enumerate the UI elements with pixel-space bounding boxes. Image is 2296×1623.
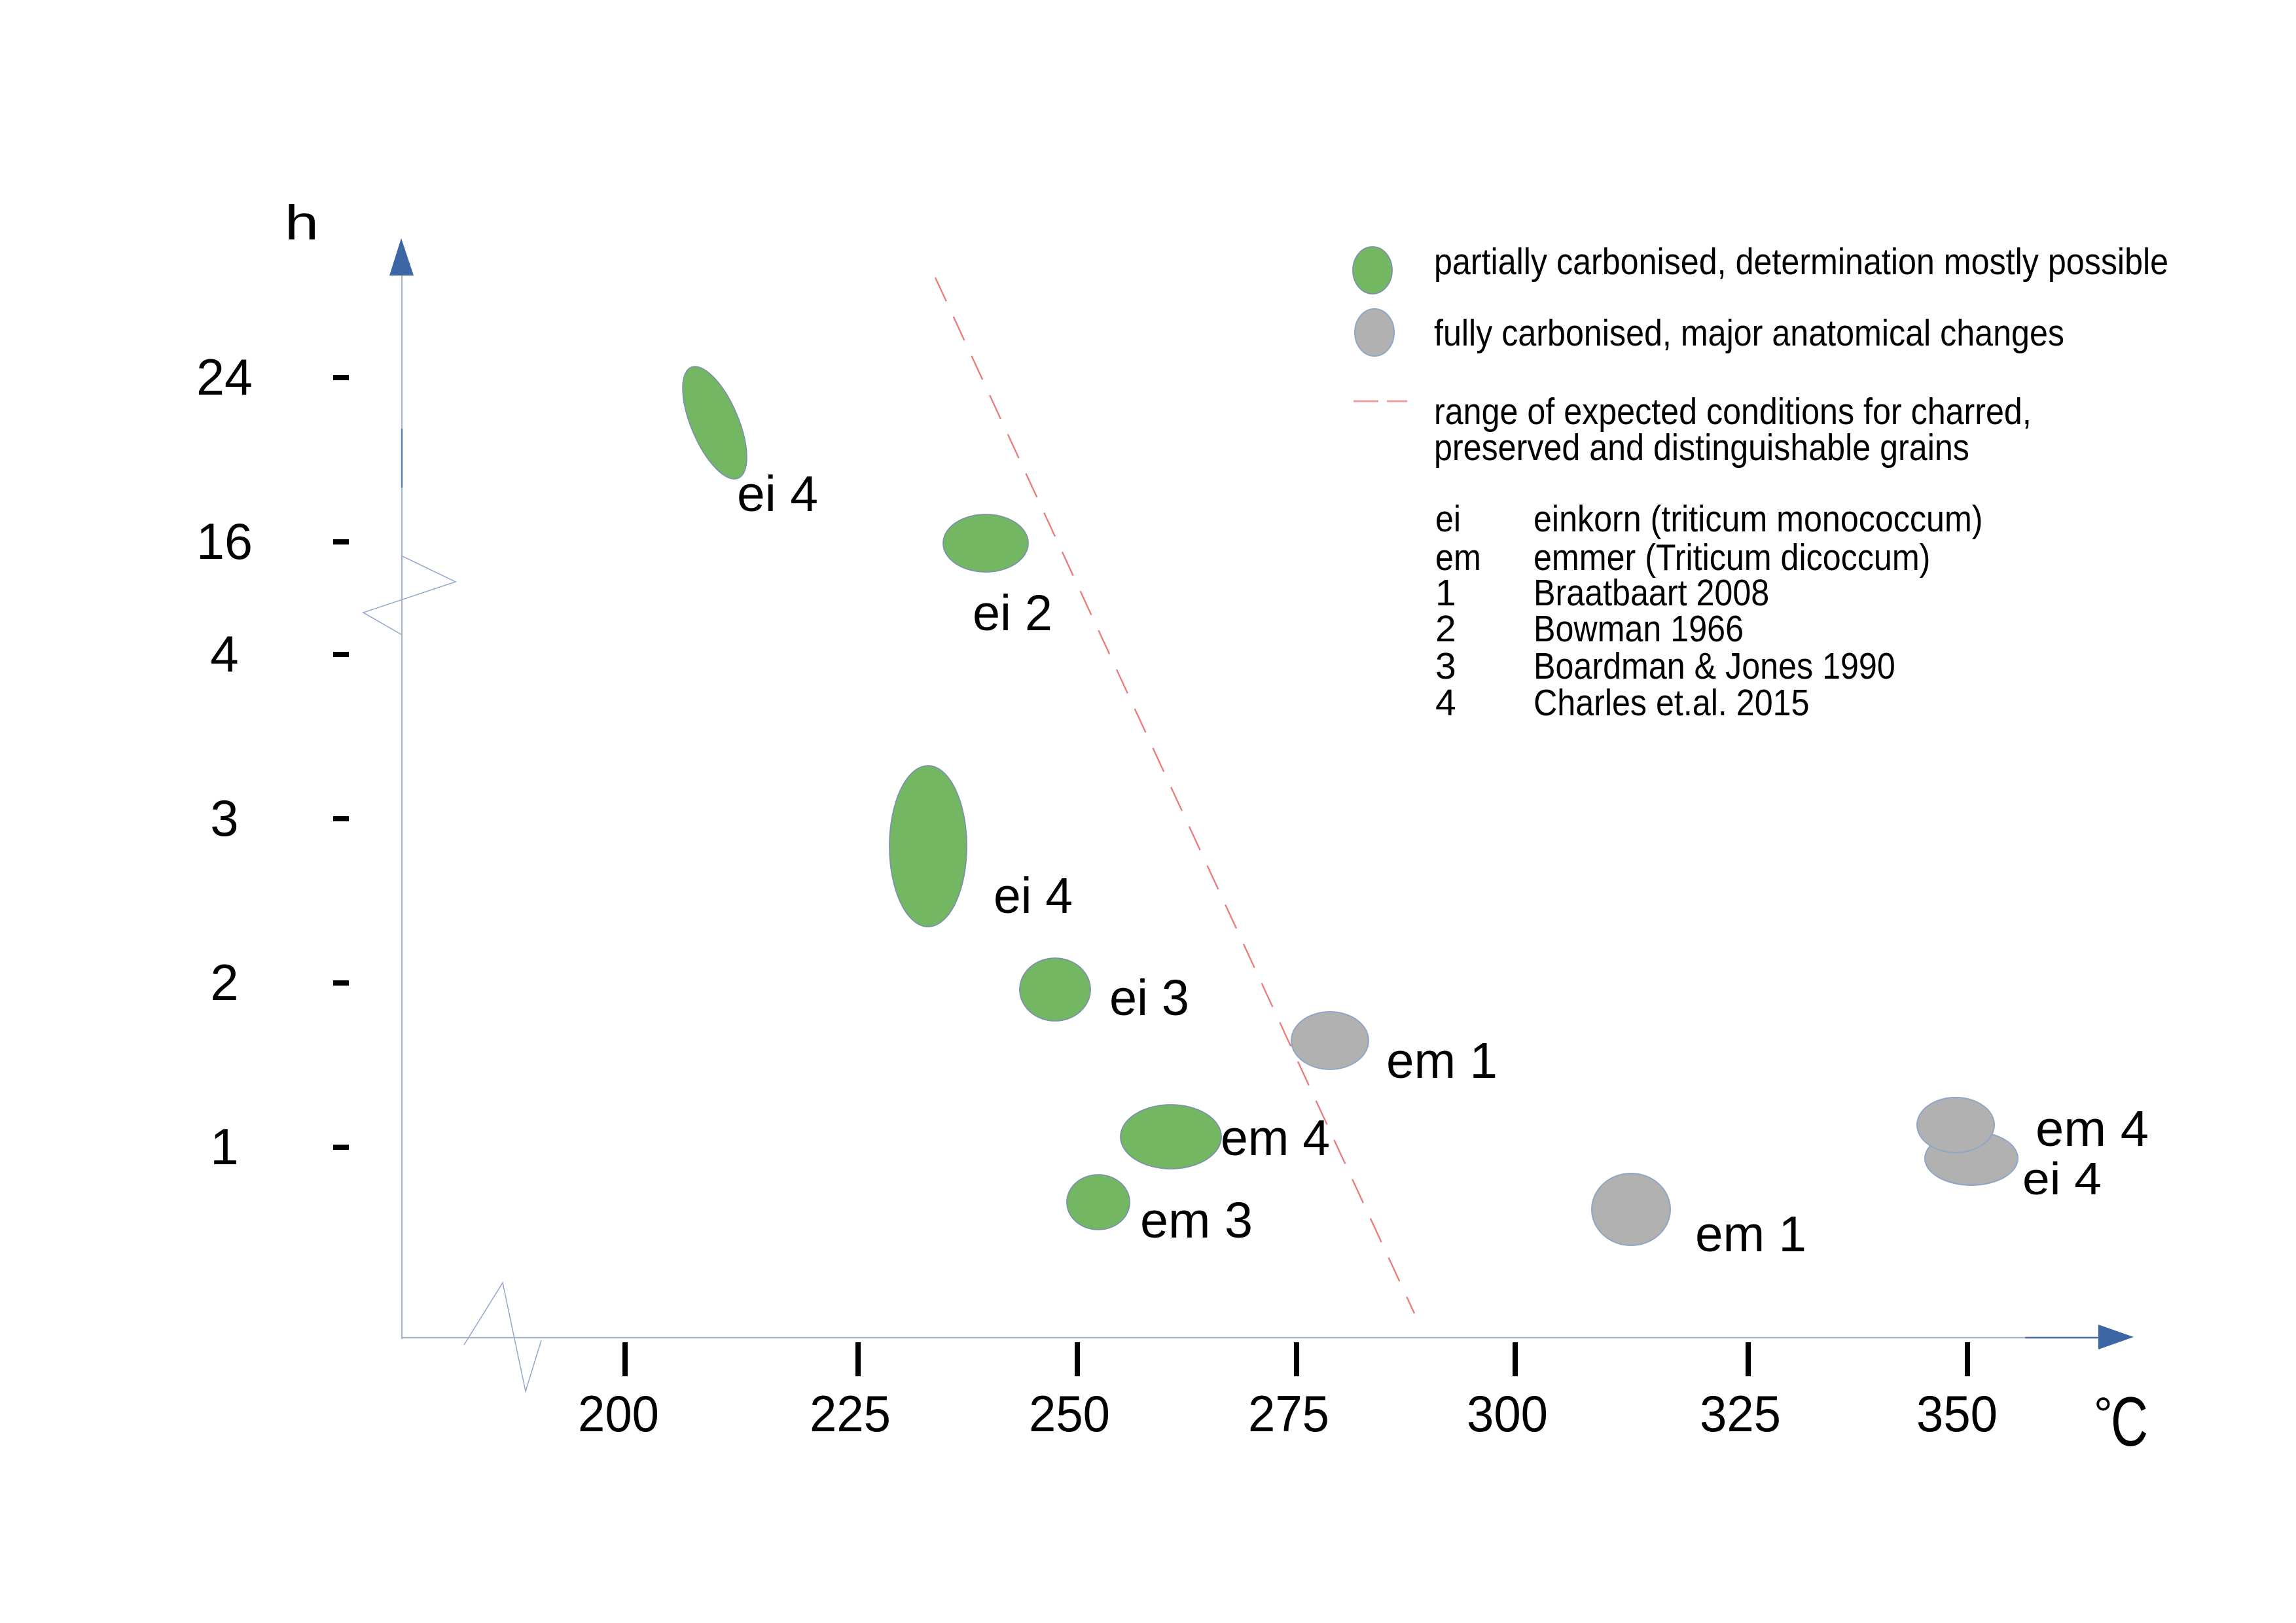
svg-text:300: 300 (1467, 1385, 1548, 1442)
svg-text:250: 250 (1029, 1385, 1110, 1442)
svg-text:em 4: em 4 (1221, 1110, 1330, 1166)
svg-text:3: 3 (210, 789, 238, 847)
svg-text:em 4: em 4 (2036, 1101, 2149, 1157)
svg-text:fully carbonised, major anatom: fully carbonised, major anatomical chang… (1434, 312, 2064, 354)
svg-text:ei 3: ei 3 (1109, 970, 1189, 1026)
svg-text:range of expected conditions f: range of expected conditions for charred… (1434, 391, 2032, 433)
svg-text:4: 4 (1435, 682, 1456, 724)
svg-text:partially carbonised, determin: partially carbonised, determination most… (1434, 241, 2168, 283)
svg-text:275: 275 (1248, 1385, 1329, 1442)
svg-text:4: 4 (210, 625, 238, 683)
svg-text:350: 350 (1916, 1385, 1998, 1442)
svg-text:Charles et.al. 2015: Charles et.al. 2015 (1534, 682, 1810, 724)
svg-text:2: 2 (1435, 608, 1456, 650)
svg-text:Boardman & Jones 1990: Boardman & Jones 1990 (1534, 645, 1895, 687)
svg-text:1: 1 (210, 1118, 238, 1175)
svg-text:ei 4: ei 4 (2022, 1153, 2102, 1204)
svg-text:ei 4: ei 4 (737, 466, 818, 522)
svg-text:ei 4: ei 4 (994, 868, 1073, 924)
svg-text:ei 2: ei 2 (973, 585, 1052, 641)
svg-text:em 3: em 3 (1140, 1192, 1253, 1249)
svg-text:24: 24 (196, 348, 253, 406)
svg-text:em 1: em 1 (1695, 1206, 1806, 1262)
svg-text:C: C (2111, 1382, 2148, 1461)
svg-text:16: 16 (196, 512, 253, 570)
svg-text:ei: ei (1435, 498, 1461, 540)
svg-text:einkorn (triticum monococcum): einkorn (triticum monococcum) (1534, 498, 1983, 540)
svg-text:emmer (Triticum dicoccum): emmer (Triticum dicoccum) (1534, 537, 1930, 579)
svg-text:°: ° (2094, 1389, 2113, 1441)
svg-text:225: 225 (810, 1385, 891, 1442)
svg-text:1: 1 (1435, 572, 1456, 614)
svg-text:Bowman 1966: Bowman 1966 (1534, 608, 1744, 650)
svg-text:em 1: em 1 (1386, 1033, 1498, 1089)
svg-text:h: h (285, 196, 319, 250)
svg-text:preserved and distinguishable: preserved and distinguishable grains (1434, 427, 1969, 469)
svg-text:200: 200 (578, 1385, 659, 1442)
svg-text:2: 2 (210, 954, 238, 1011)
svg-text:em: em (1435, 537, 1481, 579)
svg-text:325: 325 (1700, 1385, 1781, 1442)
svg-text:Braatbaart 2008: Braatbaart 2008 (1534, 572, 1769, 614)
svg-text:3: 3 (1435, 645, 1456, 687)
